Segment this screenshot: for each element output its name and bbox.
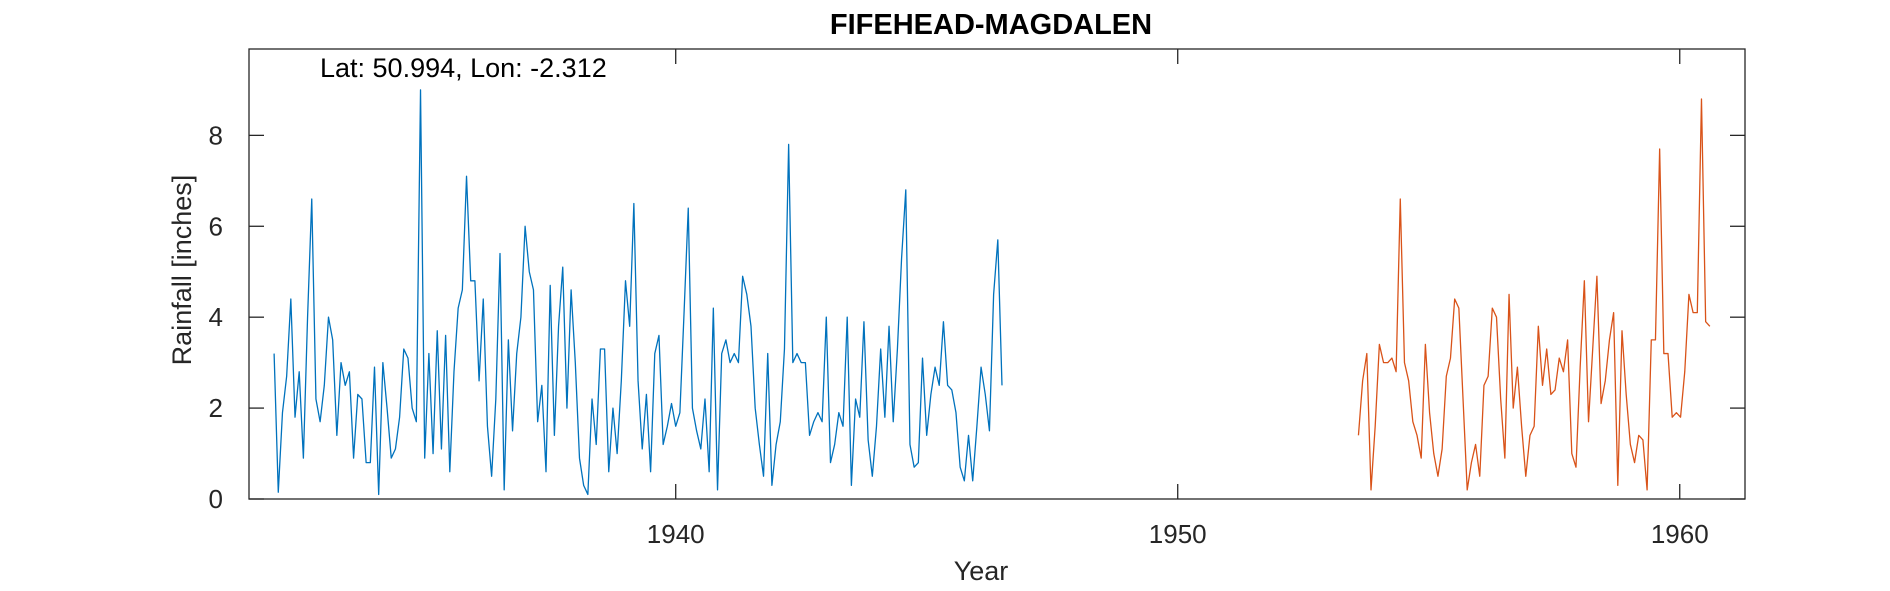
x-tick-label: 1960: [1651, 519, 1709, 549]
x-axis-ticks: 1940 1950 1960: [647, 49, 1709, 549]
y-tick-label: 0: [209, 484, 223, 514]
plot-area: [248, 48, 1746, 500]
location-annotation: Lat: 50.994, Lon: -2.312: [320, 53, 607, 83]
series-layer: [273, 89, 1711, 496]
chart-title: FIFEHEAD-MAGDALEN: [830, 9, 1152, 41]
y-tick-label: 6: [209, 211, 223, 241]
x-tick-label: 1940: [647, 519, 705, 549]
y-tick-label: 2: [209, 393, 223, 423]
series-line-1: [273, 89, 1003, 496]
y-tick-label: 4: [209, 302, 223, 332]
x-axis-label: Year: [954, 556, 1009, 586]
series-line-2: [1357, 98, 1711, 491]
y-tick-label: 8: [209, 120, 223, 150]
x-tick-label: 1950: [1149, 519, 1207, 549]
y-axis-ticks: 0 2 4 6 8: [209, 120, 1745, 514]
y-axis-label: Rainfall [inches]: [167, 175, 197, 366]
